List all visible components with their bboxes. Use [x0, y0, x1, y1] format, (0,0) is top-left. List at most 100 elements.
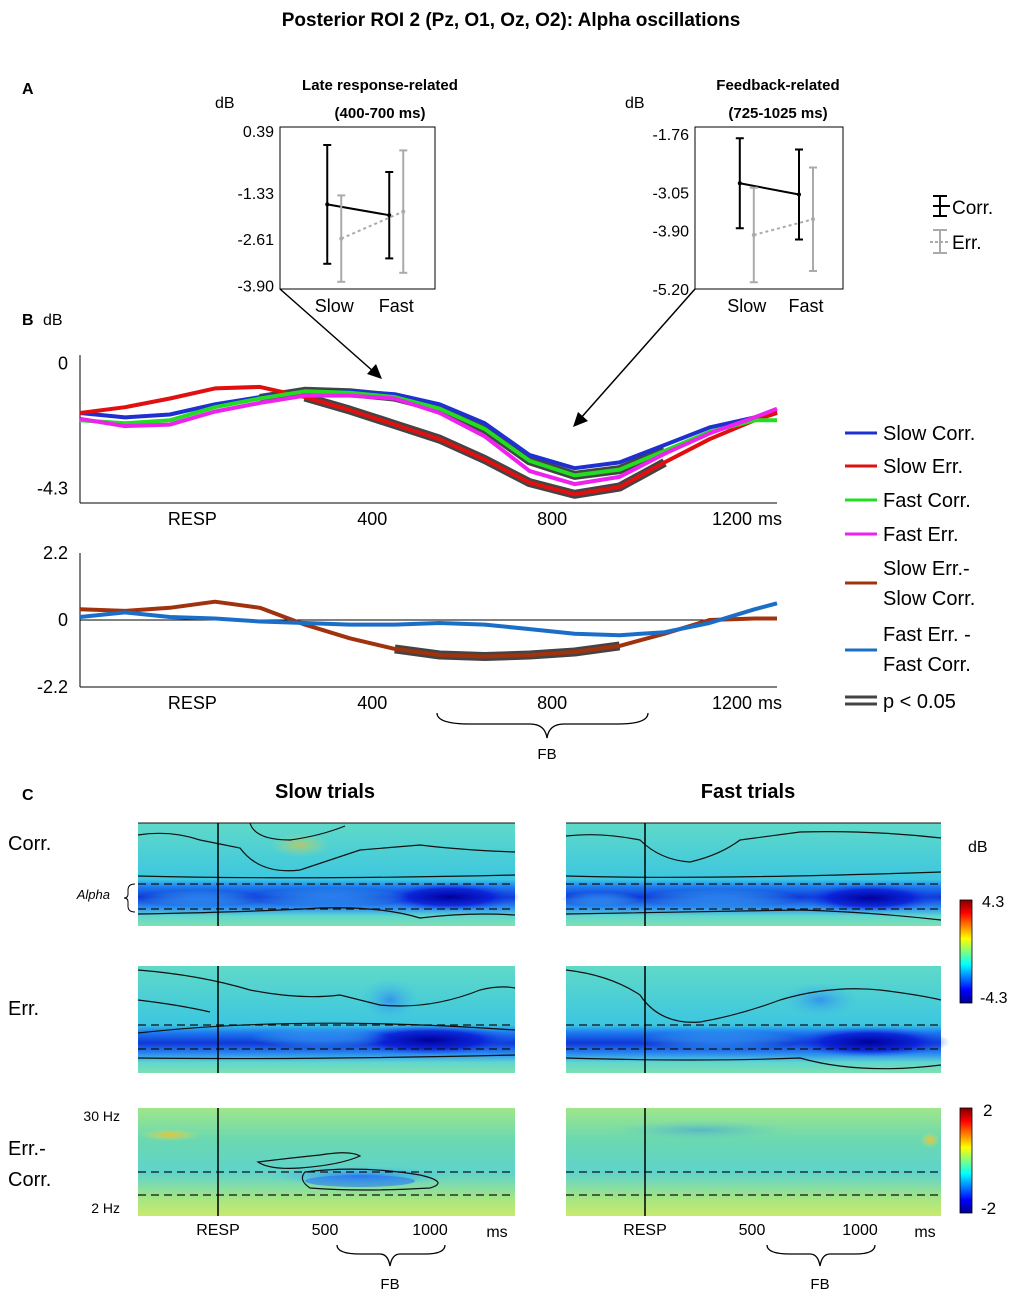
a-left-corr-errorbar-fast — [385, 171, 394, 260]
panel-c-alpha: Alpha — [76, 887, 110, 902]
legend-b-fast-diff-2: Fast Corr. — [883, 654, 971, 676]
a-left-err-errorbar-slow — [337, 194, 346, 283]
b-bot-y-tick-1: 0 — [58, 610, 68, 630]
b-top-series-fast-err- — [79, 393, 778, 487]
c-slow-tick-resp: RESP — [196, 1222, 240, 1239]
a-left-x-tick-fast: Fast — [379, 296, 414, 316]
panel-b-legend: Slow Corr. Slow Err. Fast Corr. Fast Err… — [845, 423, 975, 713]
c-fast-ms: ms — [914, 1224, 935, 1241]
a-right-err-errorbar-fast — [809, 166, 817, 272]
panel-label-a: A — [22, 81, 34, 98]
a-left-err-line — [340, 210, 404, 240]
fb-label-c-slow: FB — [380, 1276, 399, 1293]
panel-c-title-fast: Fast trials — [701, 781, 795, 803]
heatmap-slow-diff — [138, 1108, 515, 1216]
legend-a-err: Err. — [952, 233, 982, 254]
panel-c-x-axis-slow: RESP 500 1000 ms FB — [196, 1222, 507, 1293]
a-right-corr-errorbar-slow — [735, 137, 744, 230]
legend-b-sig: p < 0.05 — [883, 691, 956, 713]
colorbar-diff-min: -2 — [981, 1199, 996, 1218]
panel-c-row-corr: Corr. — [8, 833, 51, 855]
c-fast-tick-1000: 1000 — [842, 1222, 878, 1239]
c-slow-ms: ms — [486, 1224, 507, 1241]
panel-a-left: Late response-related (400-700 ms) dB 0.… — [215, 77, 458, 316]
fb-brace-c-fast — [766, 1244, 876, 1267]
legend-b-fast-err: Fast Err. — [883, 524, 959, 546]
a-right-x-tick-slow: Slow — [727, 296, 767, 316]
panel-c-freq-top: 30 Hz — [83, 1108, 120, 1124]
b-top-y-tick-0: 0 — [58, 354, 68, 374]
heatmap-fast-corr — [560, 822, 942, 926]
c-fast-tick-resp: RESP — [623, 1222, 667, 1239]
fb-brace-c-slow — [336, 1244, 446, 1267]
panel-c-row-diff-1: Err.- — [8, 1138, 46, 1160]
c-slow-tick-500: 500 — [312, 1222, 339, 1239]
panel-a-right: Feedback-related (725-1025 ms) dB -1.76 -… — [625, 77, 844, 316]
figure-title: Posterior ROI 2 (Pz, O1, Oz, O2): Alpha … — [282, 10, 741, 31]
panel-c-row-diff-2: Corr. — [8, 1169, 51, 1191]
panel-b-top: 0 -4.3 RESP 400 800 1200 ms — [37, 354, 782, 529]
colorbar-power-max: 4.3 — [982, 894, 1004, 911]
a-left-y-tick-1: -1.33 — [238, 186, 275, 203]
panel-a-arrows — [279, 288, 696, 427]
heatmap-slow-err — [137, 966, 516, 1073]
a-right-corr-line — [739, 182, 800, 196]
panel-b-bottom-ms: ms — [758, 693, 782, 713]
b-top-series-slow-corr- — [79, 389, 778, 471]
a-right-y-tick-1: -3.05 — [653, 185, 690, 202]
b-bot-x-tick-400: 400 — [357, 693, 387, 713]
b-bot-y-tick-0: 2.2 — [43, 543, 68, 563]
a-right-x-tick-fast: Fast — [788, 296, 823, 316]
alpha-brace — [123, 883, 136, 913]
panel-c-freq-bottom: 2 Hz — [91, 1200, 120, 1216]
panel-a-right-axes — [694, 126, 844, 290]
colorbar-diff-max: 2 — [983, 1101, 992, 1120]
a-left-err-errorbar-fast — [399, 149, 408, 274]
b-top-y-tick-1: -4.3 — [37, 478, 68, 498]
a-left-corr-line — [327, 203, 390, 217]
legend-b-slow-err: Slow Err. — [883, 456, 963, 478]
a-left-y-tick-2: -2.61 — [238, 232, 275, 249]
b-bot-x-tick-resp: RESP — [168, 693, 217, 713]
heatmap-slow-corr — [137, 822, 520, 926]
panel-label-c: C — [22, 787, 34, 804]
panel-b-unit: dB — [43, 312, 63, 329]
b-top-x-tick-1200: 1200 — [712, 509, 752, 529]
a-left-corr-errorbar-slow — [323, 144, 332, 265]
b-top-series-fast-corr- — [79, 389, 777, 478]
colorbar-power-unit: dB — [968, 839, 988, 856]
panel-label-b: B — [22, 312, 34, 329]
colorbar-power-min: -4.3 — [980, 990, 1008, 1007]
panel-a-left-title-2: (400-700 ms) — [335, 105, 426, 122]
legend-b-slow-diff-1: Slow Err.- — [883, 558, 970, 580]
panel-c-title-slow: Slow trials — [275, 781, 375, 803]
panel-c-row-err: Err. — [8, 998, 39, 1020]
a-right-corr-errorbar-fast — [795, 148, 803, 241]
panel-a-legend: Corr. Err. — [930, 195, 993, 254]
b-top-x-tick-400: 400 — [357, 509, 387, 529]
a-right-y-tick-2: -3.90 — [653, 224, 690, 241]
heatmap-fast-diff — [566, 1108, 941, 1216]
a-left-y-tick-0: 0.39 — [243, 124, 274, 141]
legend-a-corr: Corr. — [952, 198, 993, 219]
a-left-x-tick-slow: Slow — [315, 296, 355, 316]
b-bot-y-tick-2: -2.2 — [37, 677, 68, 697]
c-slow-tick-1000: 1000 — [412, 1222, 448, 1239]
a-right-err-errorbar-slow — [749, 186, 758, 284]
panel-a-right-title-1: Feedback-related — [716, 77, 839, 94]
b-bot-x-tick-800: 800 — [537, 693, 567, 713]
legend-b-fast-corr: Fast Corr. — [883, 490, 971, 512]
panel-a-left-title-1: Late response-related — [302, 77, 458, 94]
panel-b-bottom: 2.2 0 -2.2 RESP 400 800 1200 ms FB — [37, 543, 782, 763]
panel-b-top-ms: ms — [758, 509, 782, 529]
a-left-y-tick-3: -3.90 — [238, 278, 275, 295]
panel-c-x-axis-fast: RESP 500 1000 ms FB — [623, 1222, 935, 1293]
colorbar-power: dB 4.3 -4.3 — [959, 839, 1008, 1007]
fb-label-b: FB — [537, 746, 556, 763]
c-fast-tick-500: 500 — [739, 1222, 766, 1239]
panel-a-left-axes — [279, 126, 436, 290]
b-top-x-tick-resp: RESP — [168, 509, 217, 529]
b-top-series-slow-err- — [79, 384, 778, 497]
panel-a-left-unit: dB — [215, 95, 235, 112]
